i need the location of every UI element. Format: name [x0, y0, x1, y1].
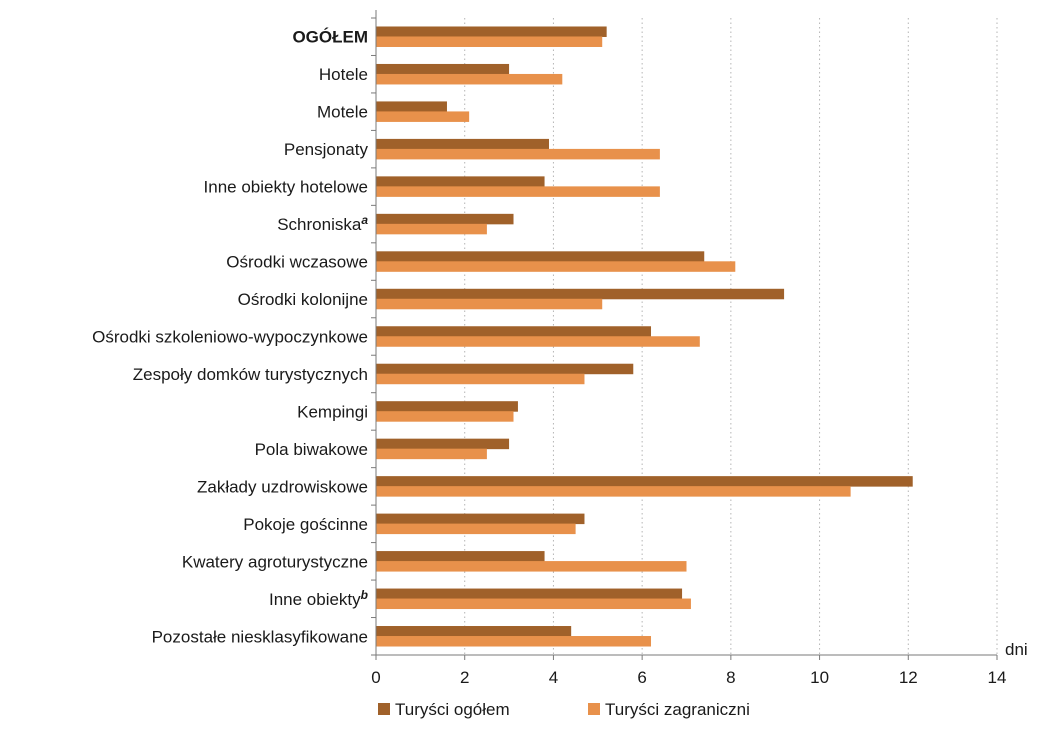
bar [376, 626, 572, 637]
x-tick-label: 0 [371, 668, 380, 687]
x-tick-label: 6 [637, 668, 646, 687]
bar [376, 326, 652, 337]
category-labels: OGÓŁEM Hotele Motele Pensjonaty Inne obiekty… [92, 28, 368, 647]
x-tick-labels: 0 2 4 6 8 10 12 14 [371, 668, 1006, 687]
category-label: Zakłady uzdrowiskowe [197, 477, 368, 496]
bar [376, 223, 487, 235]
x-tick-label: 14 [988, 668, 1007, 687]
bar [376, 101, 447, 112]
bar [376, 513, 585, 525]
bar [376, 298, 603, 310]
bar [376, 438, 510, 450]
legend-swatch [588, 703, 600, 715]
bar [376, 63, 510, 75]
bar [376, 598, 691, 610]
bar [376, 288, 785, 300]
category-label: Ośrodki kolonijne [238, 290, 368, 309]
category-label: Hotele [319, 65, 368, 84]
category-label: Zespoły domków turystycznych [133, 365, 368, 384]
category-label: Kempingi [297, 402, 368, 421]
bar [376, 73, 563, 85]
bar [376, 588, 683, 600]
bar [376, 373, 585, 385]
bar [376, 213, 514, 225]
x-unit-label: dni [1005, 640, 1028, 659]
legend-label: Turyści ogółem [395, 700, 510, 719]
x-tick-label: 2 [460, 668, 469, 687]
bar [376, 523, 576, 535]
bar [376, 551, 545, 562]
bar [376, 486, 851, 497]
bar [376, 336, 700, 347]
category-label: Kwatery agroturystyczne [182, 552, 368, 571]
category-label: Pokoje gościnne [243, 515, 368, 534]
legend: Turyści ogółem Turyści zagraniczni [378, 700, 750, 719]
bar [376, 111, 470, 122]
category-label: Pozostałe niesklasyfikowane [152, 627, 368, 646]
category-label: Motele [317, 103, 368, 122]
category-label-superscript: a [361, 213, 368, 227]
bar [376, 411, 514, 422]
category-label-superscript: b [361, 588, 368, 602]
category-label: Pensjonaty [284, 140, 369, 159]
x-tick-label: 4 [549, 668, 558, 687]
bar [376, 261, 736, 272]
bar [376, 561, 687, 572]
axes [371, 10, 998, 660]
legend-swatch [378, 703, 390, 715]
category-label: Ośrodki wczasowe [226, 253, 368, 272]
bar [376, 401, 518, 412]
category-label: Ośrodki szkoleniowo-wypoczynkowe [92, 328, 368, 347]
bar [376, 476, 913, 487]
category-label: Inne obiekty hotelowe [204, 178, 368, 197]
bar [376, 448, 487, 460]
x-tick-label: 10 [810, 668, 829, 687]
x-tick-label: 12 [899, 668, 918, 687]
bar [376, 186, 660, 197]
bars [376, 26, 913, 647]
x-tick-label: 8 [726, 668, 735, 687]
bar [376, 36, 603, 47]
category-label-text: Inne obiekty [269, 590, 361, 609]
category-label: Pola biwakowe [255, 440, 368, 459]
category-label-text: Schroniska [277, 215, 362, 234]
bar [376, 148, 660, 160]
legend-label: Turyści zagraniczni [605, 700, 750, 719]
category-label: OGÓŁEM [292, 28, 368, 47]
bar [376, 176, 545, 187]
bar [376, 138, 549, 150]
bar [376, 363, 634, 375]
bar [376, 251, 705, 262]
bar [376, 636, 652, 647]
category-label: Inne obiektyb [269, 588, 368, 609]
category-label: Schroniskaa [277, 213, 368, 234]
bar [376, 26, 607, 37]
